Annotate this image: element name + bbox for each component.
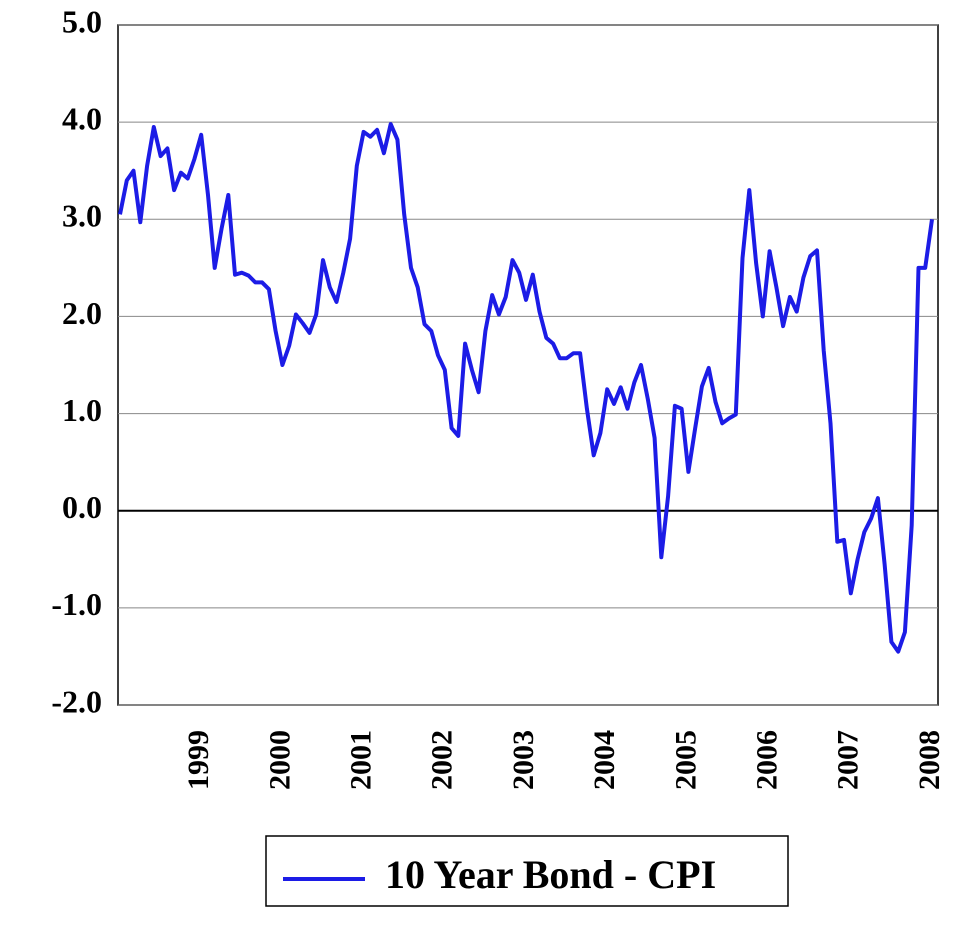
y-tick-label: 2.0 — [62, 295, 102, 331]
data-line — [118, 122, 934, 654]
y-tick-label: 4.0 — [62, 100, 102, 136]
x-tick-label: 2003 — [507, 730, 540, 790]
x-tick-label: 2007 — [832, 730, 865, 790]
y-tick-label: -1.0 — [51, 586, 102, 622]
y-tick-label: 3.0 — [62, 198, 102, 234]
x-tick-label: 1999 — [182, 730, 215, 790]
legend-label: 10 Year Bond - CPI — [385, 852, 716, 897]
x-tick-label: 2004 — [588, 730, 621, 790]
y-tick-label: -2.0 — [51, 683, 102, 719]
x-tick-label: 2008 — [913, 730, 946, 790]
y-tick-label: 1.0 — [62, 392, 102, 428]
y-tick-label: 5.0 — [62, 3, 102, 39]
plot-area — [117, 24, 939, 706]
x-tick-label: 2005 — [669, 730, 702, 790]
x-tick-label: 2006 — [750, 730, 783, 790]
x-tick-label: 2000 — [263, 730, 296, 790]
x-tick-label: 2002 — [426, 730, 459, 790]
y-tick-label: 0.0 — [62, 489, 102, 525]
legend-box — [265, 835, 789, 907]
x-tick-label: 2001 — [344, 730, 377, 790]
